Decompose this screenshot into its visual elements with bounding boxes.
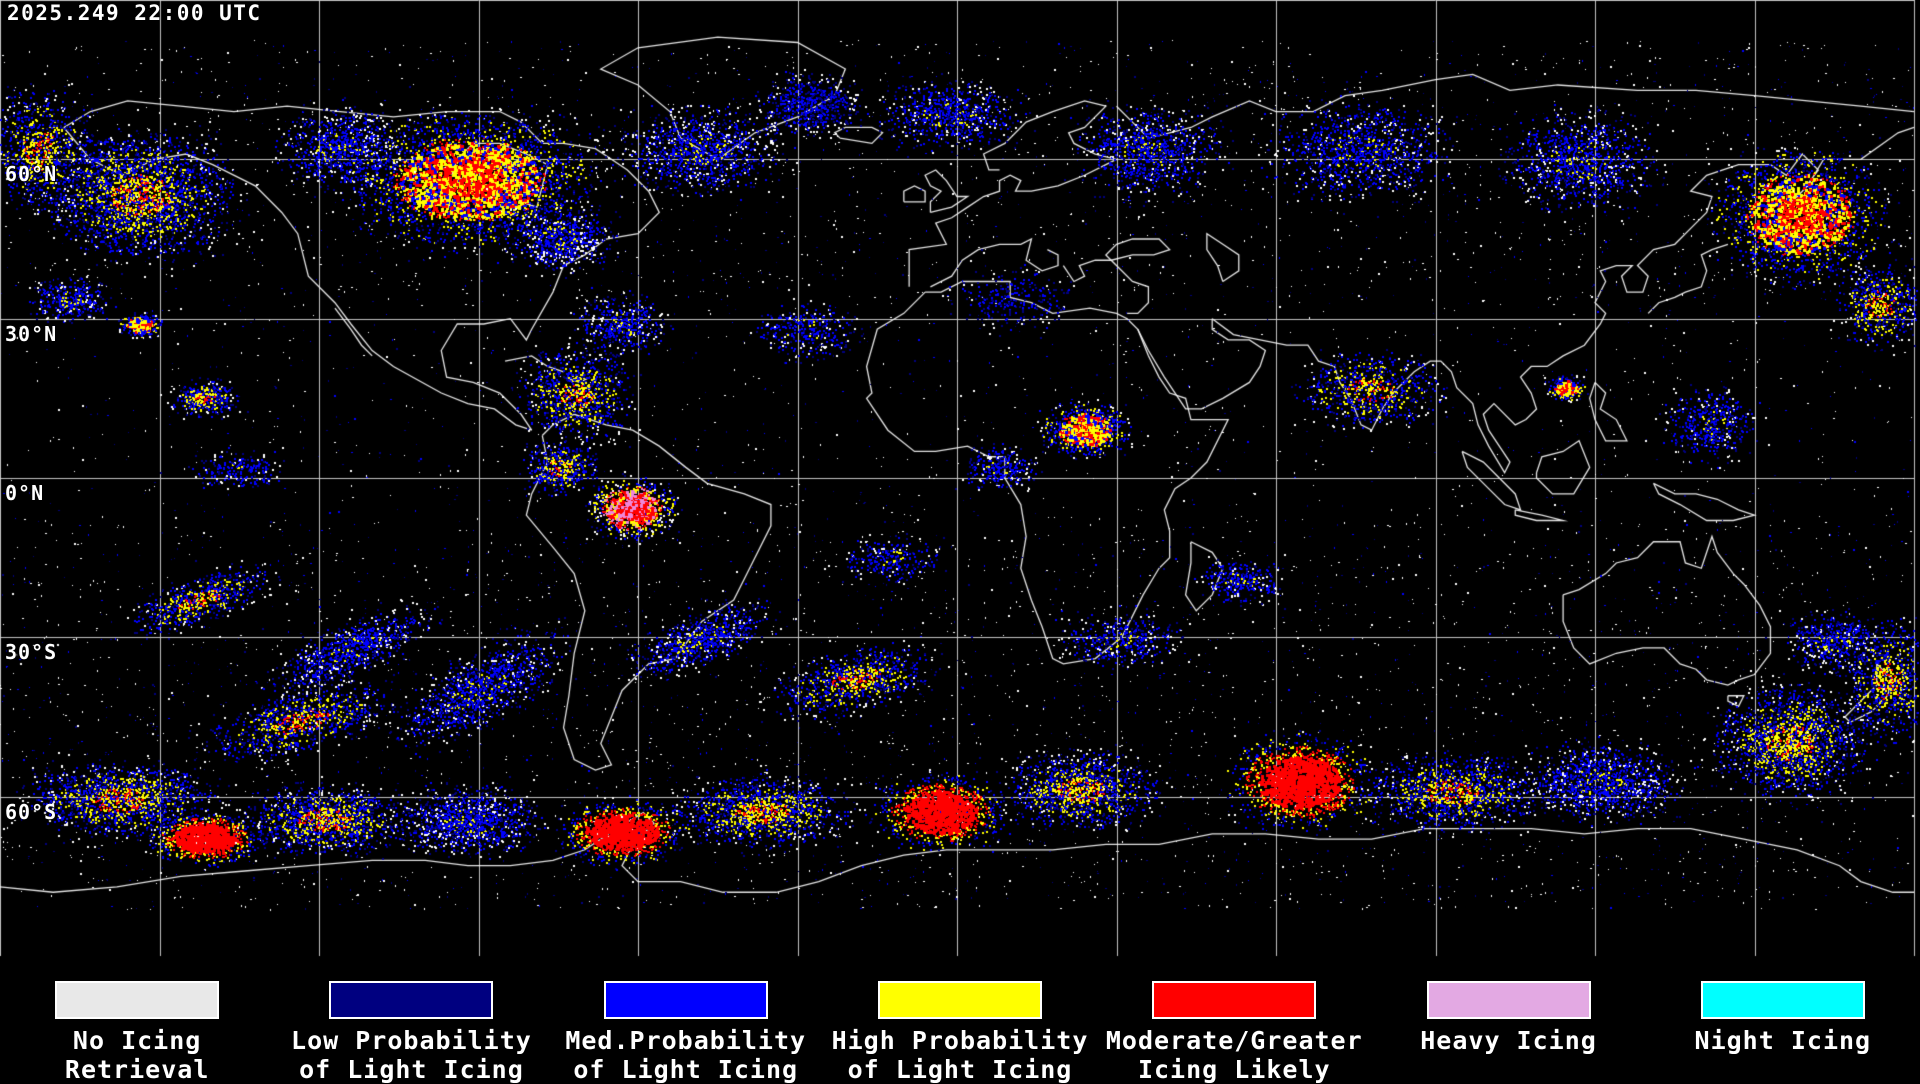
latitude-label-60n: 60°N — [5, 162, 58, 187]
latitude-label-30n: 30°N — [5, 321, 58, 346]
latitude-label-60s: 60°S — [5, 799, 58, 824]
legend-label: Low Probability — [291, 1026, 532, 1055]
legend-label: of Light Icing — [299, 1055, 524, 1084]
legend-label: Heavy Icing — [1420, 1026, 1597, 1055]
legend-swatch-night-icing — [1700, 981, 1865, 1019]
legend-item-night-icing: Night Icing — [1646, 968, 1920, 1080]
legend-label: Retrieval — [64, 1055, 210, 1084]
legend-swatch-moderate-greater — [1152, 981, 1317, 1019]
legend-item-low-prob: Low Probability of Light Icing — [274, 968, 548, 1084]
legend-swatch-high-prob — [877, 981, 1042, 1019]
legend-label: Night Icing — [1694, 1026, 1872, 1055]
timestamp: 2025.249 22:00 UTC — [7, 1, 262, 25]
legend-label: Icing Likely — [1137, 1055, 1331, 1084]
legend-label: Moderate/Greater — [1105, 1026, 1363, 1055]
legend-swatch-low-prob — [329, 981, 494, 1019]
legend-swatch-heavy-icing — [1426, 981, 1591, 1019]
legend-item-high-prob: High Probability of Light Icing — [823, 968, 1097, 1084]
legend-label: High Probability — [831, 1026, 1089, 1055]
legend-item-heavy-icing: Heavy Icing — [1371, 968, 1645, 1080]
map-area: 2025.249 22:00 UTC 60°N 30°N 0°N 30°S 60… — [0, 0, 1920, 968]
legend-label: of Light Icing — [847, 1055, 1073, 1084]
latitude-label-0n: 0°N — [5, 481, 45, 505]
legend-item-moderate-greater: Moderate/Greater Icing Likely — [1097, 968, 1371, 1084]
legend-label: No Icing — [72, 1026, 202, 1055]
legend-swatch-med-prob — [603, 981, 768, 1019]
legend-bar: No Icing Retrieval Low Probability of Li… — [0, 968, 1920, 1084]
legend-item-no-icing: No Icing Retrieval — [0, 968, 274, 1084]
legend-label: of Light Icing — [573, 1055, 799, 1084]
legend-label: Med.Probability — [565, 1026, 807, 1055]
world-icing-map-canvas — [0, 0, 1920, 968]
legend-item-med-prob: Med.Probability of Light Icing — [549, 968, 823, 1084]
latitude-label-30s: 30°S — [5, 640, 58, 665]
legend-swatch-no-icing — [55, 981, 220, 1019]
